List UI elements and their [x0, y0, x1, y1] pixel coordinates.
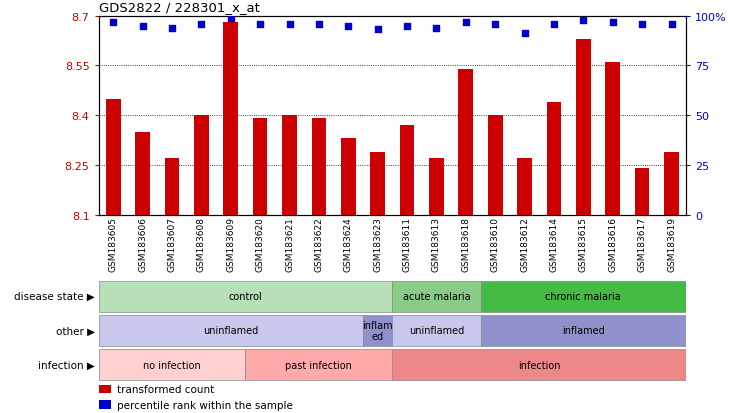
Text: GSM183623: GSM183623: [373, 216, 383, 271]
Text: infection: infection: [518, 360, 561, 370]
Point: [196, 21, 207, 28]
Text: past infection: past infection: [285, 360, 353, 370]
Point: [166, 25, 178, 32]
Text: GSM183606: GSM183606: [138, 216, 147, 271]
Text: GSM183624: GSM183624: [344, 216, 353, 271]
Bar: [518, 159, 532, 215]
Text: GSM183618: GSM183618: [461, 216, 470, 271]
Bar: [393, 315, 480, 346]
Bar: [283, 116, 297, 215]
Bar: [480, 315, 686, 346]
Text: inflam
ed: inflam ed: [362, 320, 393, 342]
Point: [548, 21, 560, 28]
Point: [225, 15, 237, 22]
Point: [607, 19, 618, 26]
Point: [577, 17, 589, 24]
Bar: [99, 349, 245, 380]
Bar: [312, 119, 326, 215]
Bar: [429, 159, 444, 215]
Bar: [635, 169, 650, 215]
Bar: [576, 40, 591, 215]
Text: GSM183619: GSM183619: [667, 216, 676, 271]
Text: GSM183607: GSM183607: [167, 216, 177, 271]
Point: [460, 19, 472, 26]
Bar: [605, 63, 620, 215]
Bar: [245, 349, 393, 380]
Text: GSM183610: GSM183610: [491, 216, 500, 271]
Text: no infection: no infection: [143, 360, 201, 370]
Text: GSM183611: GSM183611: [402, 216, 412, 271]
Point: [402, 23, 413, 30]
Text: GSM183621: GSM183621: [285, 216, 294, 271]
Bar: [393, 281, 480, 312]
Bar: [370, 152, 385, 215]
Bar: [99, 401, 112, 408]
Text: other ▶: other ▶: [55, 325, 95, 336]
Bar: [106, 99, 120, 215]
Text: GSM183608: GSM183608: [197, 216, 206, 271]
Text: GSM183615: GSM183615: [579, 216, 588, 271]
Point: [666, 21, 677, 28]
Text: uninflamed: uninflamed: [203, 325, 258, 336]
Text: GSM183616: GSM183616: [608, 216, 618, 271]
Bar: [135, 133, 150, 215]
Point: [313, 21, 325, 28]
Text: acute malaria: acute malaria: [403, 291, 470, 301]
Bar: [99, 385, 112, 393]
Text: GSM183613: GSM183613: [432, 216, 441, 271]
Bar: [194, 116, 209, 215]
Text: chronic malaria: chronic malaria: [545, 291, 621, 301]
Text: infection ▶: infection ▶: [38, 360, 95, 370]
Bar: [253, 119, 267, 215]
Bar: [488, 116, 502, 215]
Bar: [223, 23, 238, 215]
Bar: [664, 152, 679, 215]
Text: control: control: [228, 291, 262, 301]
Text: GSM183605: GSM183605: [109, 216, 118, 271]
Text: uninflamed: uninflamed: [409, 325, 464, 336]
Text: GSM183620: GSM183620: [255, 216, 265, 271]
Text: transformed count: transformed count: [118, 384, 215, 394]
Bar: [458, 69, 473, 215]
Point: [254, 21, 266, 28]
Point: [431, 25, 442, 32]
Bar: [547, 102, 561, 215]
Text: GSM183612: GSM183612: [520, 216, 529, 271]
Point: [637, 21, 648, 28]
Text: inflamed: inflamed: [562, 325, 604, 336]
Text: GSM183614: GSM183614: [550, 216, 558, 271]
Point: [342, 23, 354, 30]
Bar: [393, 349, 686, 380]
Text: GSM183609: GSM183609: [226, 216, 235, 271]
Text: percentile rank within the sample: percentile rank within the sample: [118, 400, 293, 410]
Bar: [480, 281, 686, 312]
Bar: [341, 139, 356, 215]
Point: [489, 21, 501, 28]
Text: GDS2822 / 228301_x_at: GDS2822 / 228301_x_at: [99, 1, 259, 14]
Point: [107, 19, 119, 26]
Bar: [400, 126, 415, 215]
Bar: [363, 315, 393, 346]
Bar: [99, 315, 363, 346]
Text: disease state ▶: disease state ▶: [14, 291, 95, 301]
Point: [519, 31, 531, 38]
Text: GSM183617: GSM183617: [637, 216, 647, 271]
Text: GSM183622: GSM183622: [315, 216, 323, 271]
Bar: [99, 281, 393, 312]
Point: [284, 21, 296, 28]
Bar: [165, 159, 180, 215]
Point: [372, 27, 383, 34]
Point: [137, 23, 148, 30]
